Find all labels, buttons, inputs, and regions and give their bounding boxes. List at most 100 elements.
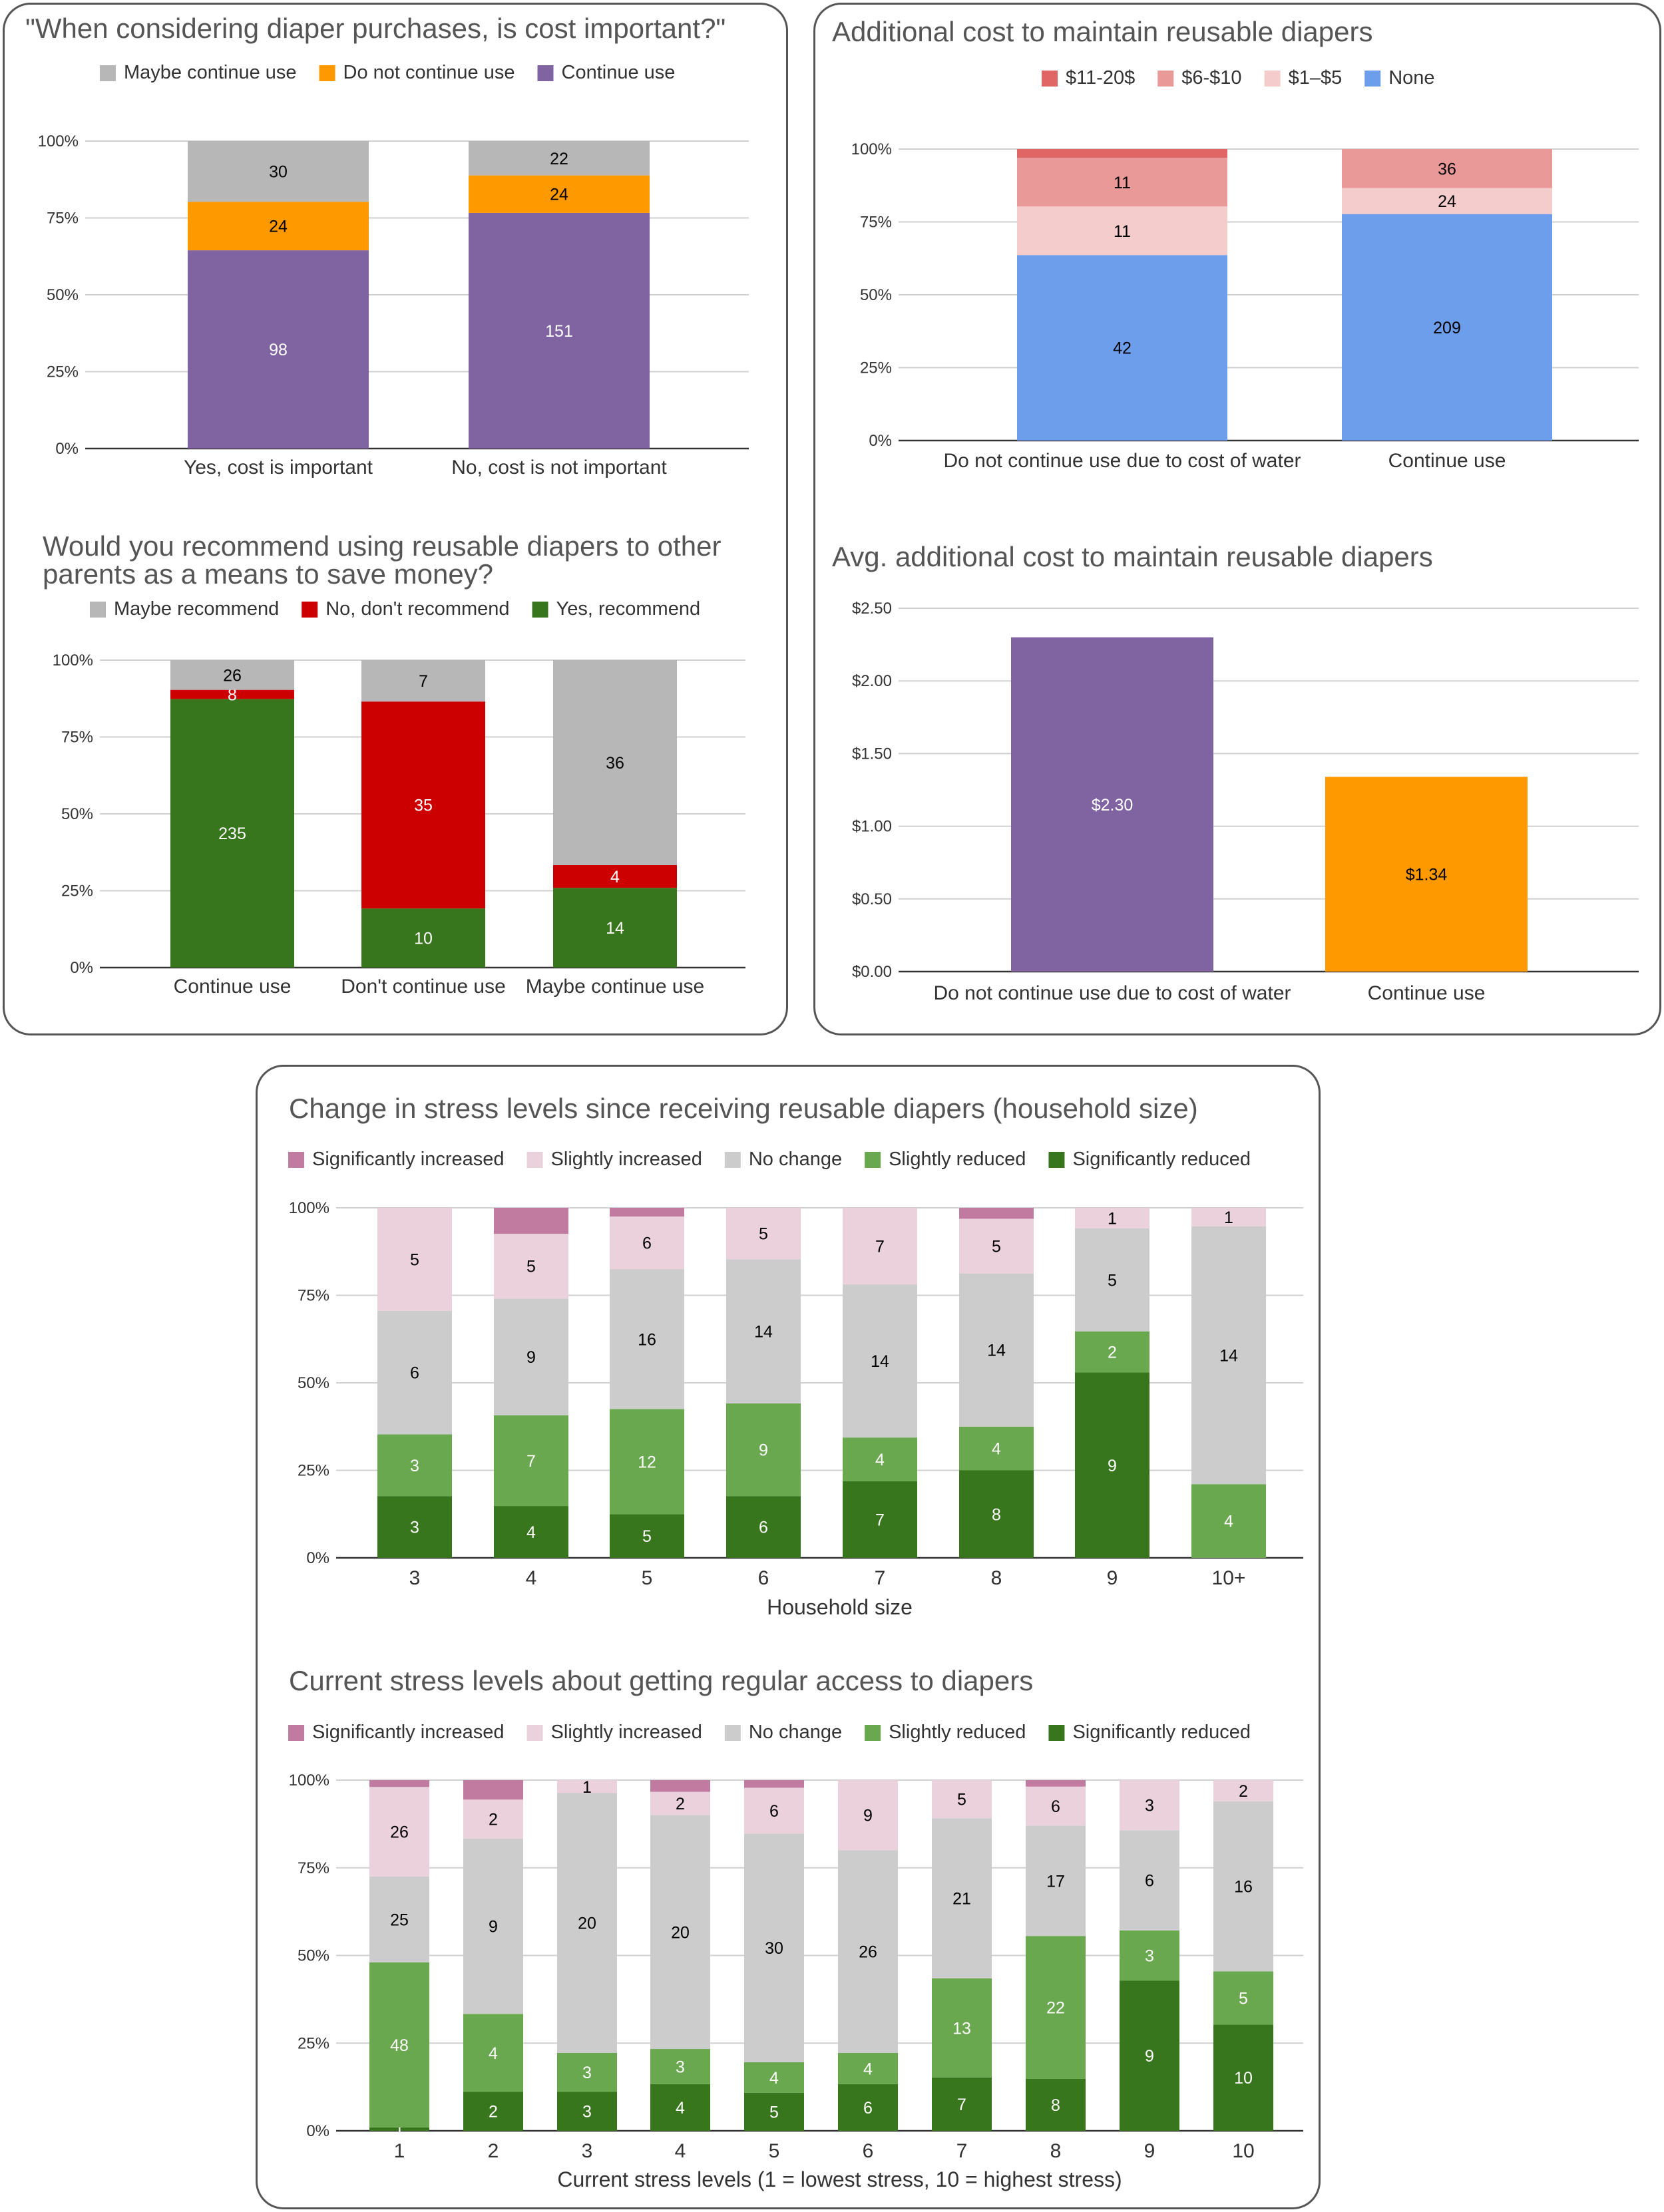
y-tick-label: 100% xyxy=(53,651,93,669)
bar-segment-significantly-reduced xyxy=(610,1514,684,1558)
bar-segment-11-20 xyxy=(1017,149,1227,158)
bar-segment-no-change xyxy=(726,1259,801,1403)
data-label: 2 xyxy=(489,1811,498,1829)
chart-title: Additional cost to maintain reusable dia… xyxy=(832,16,1372,47)
bar-segment-significantly-reduced xyxy=(650,2084,710,2131)
bar-segment-maybe-continue-use xyxy=(188,141,369,202)
x-category-label: Do not continue use due to cost of water xyxy=(934,982,1291,1004)
bar-segment-yes-recommend xyxy=(170,699,294,968)
x-category-label: Maybe continue use xyxy=(526,976,705,998)
bar-segment-slightly-increased xyxy=(744,1787,804,1834)
data-label: 4 xyxy=(769,2069,779,2088)
data-label: 6 xyxy=(863,2099,873,2118)
data-label: 4 xyxy=(676,2099,685,2118)
legend-label-1-5: $1–$5 xyxy=(1289,67,1343,89)
bar-segment-slightly-increased xyxy=(1213,1780,1273,1801)
data-label: 11 xyxy=(1114,174,1131,192)
data-label: 5 xyxy=(526,1258,536,1276)
data-label: 6 xyxy=(759,1519,768,1537)
data-label: 22 xyxy=(1046,1999,1065,2018)
x-category-label: 8 xyxy=(1050,2140,1062,2162)
bar-segment-no-change xyxy=(610,1269,684,1409)
data-label: $2.30 xyxy=(1092,796,1134,815)
data-label: 6 xyxy=(769,1802,779,1821)
bar-segment-significantly-reduced xyxy=(744,2092,804,2131)
data-label: 151 xyxy=(545,322,573,341)
chart-title: "When considering diaper purchases, is c… xyxy=(25,13,726,44)
bar-segment-slightly-increased xyxy=(557,1780,617,1793)
bar-segment-no-change xyxy=(932,1818,992,1978)
legend-label-none: None xyxy=(1388,67,1434,89)
bar-segment-significantly-increased xyxy=(463,1780,523,1800)
data-label: 1 xyxy=(582,1778,592,1797)
x-category-label: 6 xyxy=(863,2140,874,2162)
x-category-label: No, cost is not important xyxy=(451,457,667,478)
bar-segment-1-5 xyxy=(1017,206,1227,256)
bar-segment-no-change xyxy=(494,1298,568,1415)
bar-segment-slightly-increased xyxy=(838,1780,898,1851)
data-label: 36 xyxy=(606,754,624,773)
bar-segment-significantly-reduced xyxy=(494,1506,568,1558)
data-label: 9 xyxy=(759,1441,768,1460)
bar-segment-significantly-reduced xyxy=(932,2077,992,2131)
x-category-label: Continue use xyxy=(174,976,292,998)
legend-swatch-do-not-continue-use xyxy=(319,65,335,81)
bar-segment-significantly-reduced xyxy=(557,2092,617,2131)
data-label: 4 xyxy=(526,1523,536,1542)
bar-segment-slightly-reduced xyxy=(932,1978,992,2078)
y-tick-label: 75% xyxy=(298,1859,329,1877)
data-label: 1 xyxy=(1108,1209,1117,1228)
x-category-label: 2 xyxy=(488,2140,499,2162)
chart-title: parents as a means to save money? xyxy=(43,558,493,590)
y-tick-label: 25% xyxy=(47,363,79,381)
legend-swatch-no-change xyxy=(724,1152,741,1168)
data-label: 14 xyxy=(754,1323,773,1342)
data-label: 9 xyxy=(1145,2047,1154,2066)
data-label: 5 xyxy=(1239,1989,1248,2008)
data-label: 7 xyxy=(526,1452,536,1471)
y-tick-label: $1.00 xyxy=(852,818,892,836)
x-category-label: 5 xyxy=(642,1567,653,1589)
legend-swatch-none xyxy=(1364,71,1381,87)
y-tick-label: 0% xyxy=(869,432,892,450)
bar-segment-significantly-reduced xyxy=(959,1470,1034,1558)
legend-swatch-11-20 xyxy=(1042,71,1058,87)
data-label: 10 xyxy=(414,930,433,948)
bar-segment-significantly-reduced xyxy=(463,2092,523,2131)
data-label: 4 xyxy=(1224,1513,1233,1531)
data-label: 36 xyxy=(1438,160,1456,178)
bar-segment-no-don-t-recommend xyxy=(170,689,294,699)
x-category-label: 10 xyxy=(1232,2140,1254,2162)
legend-label-no-don-t-recommend: No, don't recommend xyxy=(325,598,509,620)
data-label: 3 xyxy=(1145,1797,1154,1815)
x-category-label: 1 xyxy=(394,2140,405,2162)
bar-segment-slightly-reduced xyxy=(610,1409,684,1515)
data-label: 7 xyxy=(875,1511,885,1529)
bar-segment-slightly-increased xyxy=(1191,1208,1266,1226)
x-category-label: 3 xyxy=(409,1567,421,1589)
y-tick-label: $0.50 xyxy=(852,890,892,908)
legend-label-do-not-continue-use: Do not continue use xyxy=(343,62,515,83)
data-label: $1.34 xyxy=(1406,866,1448,884)
bar-segment-no-don-t-recommend xyxy=(553,865,677,888)
data-label: 9 xyxy=(489,1918,498,1936)
legend-label-significantly-increased: Significantly increased xyxy=(312,1149,505,1170)
bar-segment-slightly-increased xyxy=(494,1233,568,1299)
data-label: 8 xyxy=(228,686,237,705)
bar-segment-slightly-increased xyxy=(959,1218,1034,1274)
bar-segment-slightly-increased xyxy=(463,1799,523,1839)
data-label: 14 xyxy=(871,1352,889,1371)
data-label: 6 xyxy=(1145,1872,1154,1891)
bar-segment-slightly-reduced xyxy=(494,1415,568,1507)
data-label: 5 xyxy=(992,1238,1001,1256)
y-tick-label: 100% xyxy=(38,132,79,150)
y-tick-label: 75% xyxy=(61,729,93,747)
legend-swatch-significantly-reduced xyxy=(1048,1725,1065,1741)
legend-swatch-slightly-reduced xyxy=(865,1152,881,1168)
y-tick-label: 50% xyxy=(298,1374,329,1392)
chart-title: Current stress levels about getting regu… xyxy=(289,1665,1033,1696)
